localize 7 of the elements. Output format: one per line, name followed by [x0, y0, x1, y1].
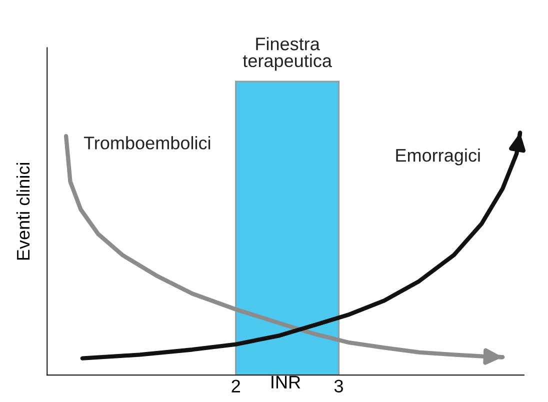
series-label: Emorragici — [396, 148, 480, 166]
y-axis-title: Eventi clinici — [16, 162, 30, 260]
x-tick-label: 3 — [334, 380, 343, 392]
x-tick-label: 2 — [232, 380, 240, 392]
series-label: Tromboembolici — [84, 136, 210, 150]
band-label: Finestra terapeutica — [242, 37, 332, 71]
x-axis-title: INR — [272, 376, 300, 388]
